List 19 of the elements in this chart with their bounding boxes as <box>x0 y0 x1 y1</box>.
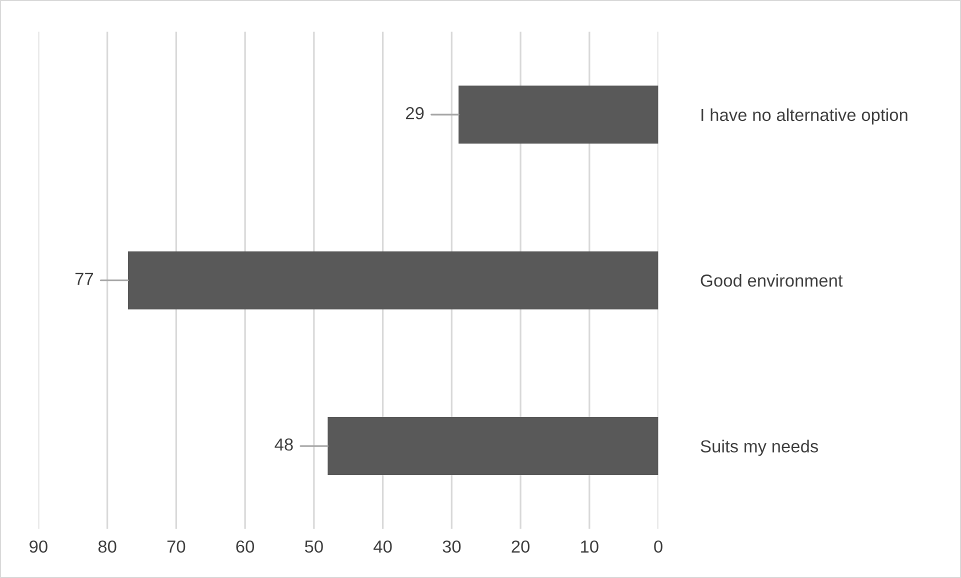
x-tick-label: 0 <box>654 540 662 553</box>
bar <box>128 251 658 310</box>
y-tick-label: I have no alternative option <box>702 108 908 125</box>
x-tick-label: 80 <box>98 540 116 553</box>
data-label: 29 <box>406 107 424 120</box>
x-tick-label: 70 <box>167 540 186 553</box>
x-tick-label: 50 <box>304 540 323 553</box>
x-tick-label: 40 <box>374 540 392 553</box>
y-tick-label: Good environment <box>700 274 843 287</box>
x-tick-label: 90 <box>30 540 48 553</box>
data-label: 77 <box>75 272 94 285</box>
data-label: 48 <box>274 438 293 451</box>
y-tick-label: Suits my needs <box>700 440 818 456</box>
x-tick-label: 30 <box>442 540 461 553</box>
x-tick-label: 20 <box>512 540 530 553</box>
bar <box>328 417 658 476</box>
bar <box>458 86 658 144</box>
x-tick-label: 10 <box>581 540 598 553</box>
x-tick-label: 60 <box>236 540 254 553</box>
